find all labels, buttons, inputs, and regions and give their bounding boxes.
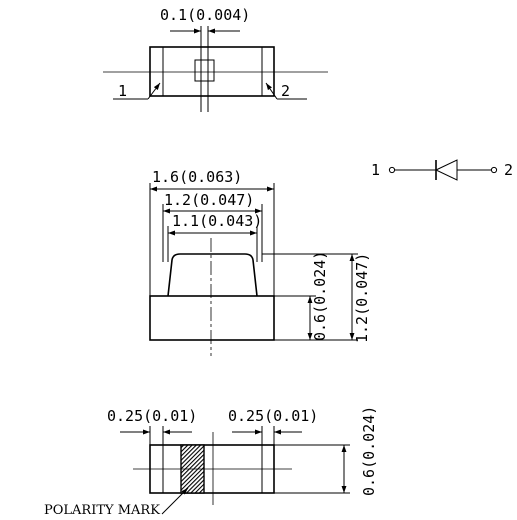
symbol-terminal-left [388, 166, 396, 174]
side-dim-width-mid: 1.2(0.047) [164, 191, 254, 209]
bottom-dim-right: 0.25(0.01) [228, 407, 318, 425]
symbol-terminal-right [490, 166, 498, 174]
top-view-body [149, 46, 275, 97]
symbol-pin2-label: 2 [504, 161, 513, 179]
symbol-pin1-label: 1 [371, 161, 380, 179]
top-view-chip [194, 59, 215, 82]
side-dim-base-height: 0.6(0.024) [311, 251, 329, 341]
bottom-dim-height: 0.6(0.024) [360, 406, 378, 496]
side-dim-width-total: 1.6(0.063) [152, 168, 242, 186]
side-view: 1.6(0.063) 1.2(0.047) 1.1(0.043) 0.6(0.0… [149, 168, 371, 356]
top-view: 0.1(0.004) 1 2 [103, 6, 328, 112]
bottom-view: 0.25(0.01) 0.25(0.01) 0.6(0.024) POLARIT… [44, 406, 378, 518]
polarity-leader [161, 487, 189, 515]
top-dim-label: 0.1(0.004) [160, 6, 250, 24]
symbol-diode-triangle [434, 159, 458, 181]
side-dim-total-height: 1.2(0.047) [353, 253, 371, 343]
diode-symbol: 1 2 [371, 159, 513, 181]
top-pin1-label: 1 [118, 82, 127, 100]
side-view-dome [167, 253, 258, 297]
side-dim-width-dome: 1.1(0.043) [172, 212, 262, 230]
polarity-mark-label: POLARITY MARK [44, 503, 160, 518]
top-pin2-label: 2 [281, 82, 290, 100]
side-view-base [149, 295, 275, 341]
pin1-leader-arrow [147, 82, 161, 100]
bottom-dim-left: 0.25(0.01) [107, 407, 197, 425]
pin2-leader-arrow [265, 82, 278, 100]
